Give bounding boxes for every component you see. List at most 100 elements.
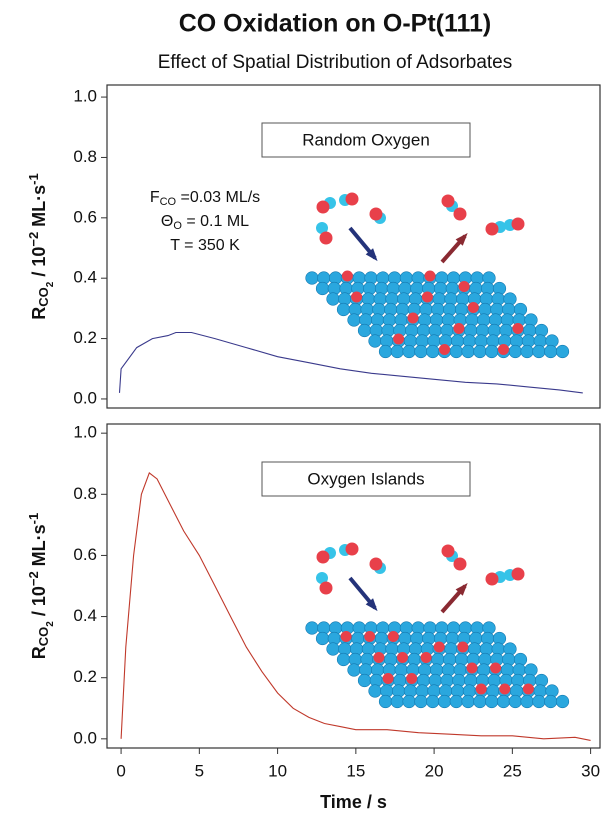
pt-atom [544, 344, 558, 359]
y-tick-label: 0.8 [73, 147, 97, 166]
pt-atom [461, 694, 475, 709]
arrow-head [455, 233, 468, 246]
chart-title: CO Oxidation on O-Pt(111) [179, 10, 492, 38]
o-atom [393, 333, 405, 345]
o-atom [407, 312, 419, 324]
pt-atom [414, 344, 428, 359]
condition-part: O [173, 220, 182, 232]
data-line [120, 472, 591, 741]
condition: FCO =0.03 ML/s [150, 189, 260, 208]
y-label-part: CO [36, 287, 51, 307]
arrow-head [455, 583, 468, 596]
y-label-part: R [29, 307, 49, 320]
o-atom [424, 270, 436, 282]
o-atom [364, 631, 376, 642]
o-atom [441, 544, 455, 558]
o-atom [441, 194, 455, 208]
arrow-head [365, 248, 378, 262]
y-label-part: −2 [26, 232, 41, 247]
pt-atom [336, 652, 351, 667]
condition-part: F [150, 189, 160, 206]
y-tick-label: 0.2 [73, 328, 97, 347]
o-atom [316, 550, 330, 564]
y-tick-label: 0.0 [73, 388, 97, 407]
pt-atom [520, 694, 534, 709]
y-tick-label: 0.4 [73, 606, 97, 625]
o-atom [458, 281, 470, 292]
o-atom [369, 207, 383, 221]
pt-atom [555, 344, 570, 359]
pt-atom [544, 694, 558, 709]
o-atom [319, 231, 333, 245]
x-tick-label: 10 [268, 761, 287, 780]
chart-subtitle: Effect of Spatial Distribution of Adsorb… [158, 52, 513, 73]
o-atom [490, 662, 502, 674]
pt-atom [485, 344, 499, 359]
x-tick-label: 5 [195, 761, 204, 780]
y-label-part: 2 [45, 281, 56, 287]
o-atom [453, 557, 467, 571]
y-tick-label: 0.6 [73, 207, 97, 226]
o-atom [466, 662, 478, 674]
pt-atom [305, 271, 319, 285]
pt-atom [390, 344, 404, 359]
pt-atom [426, 694, 440, 709]
y-label-part: / 10 [29, 247, 49, 282]
o-atom [511, 567, 525, 581]
y-tick-label: 1.0 [73, 423, 97, 442]
label-box [261, 122, 471, 158]
illustration [305, 192, 570, 359]
pt-atom [461, 344, 475, 359]
pt-atom [473, 344, 487, 359]
pt-atom [347, 313, 361, 327]
pt-atom [402, 694, 416, 709]
y-tick-label: 0.8 [73, 484, 97, 503]
x-tick-label: 25 [503, 761, 522, 780]
pt-atom [508, 694, 522, 709]
y-label-part: R [29, 646, 49, 659]
pt-atom [532, 694, 546, 709]
o-atom [485, 222, 499, 236]
y-tick-label: 1.0 [73, 87, 97, 106]
o-atom [369, 557, 383, 571]
y-label-part: -1 [26, 513, 41, 525]
o-atom [453, 207, 467, 221]
o-atom [341, 270, 353, 282]
o-atom [316, 200, 330, 214]
pt-atom [326, 642, 340, 656]
y-axis-label: RCO2 / 10−2 ML·s-1 [26, 173, 55, 319]
o-atom [421, 291, 433, 303]
o-atom [439, 344, 450, 355]
x-tick-label: 0 [116, 761, 125, 780]
condition-part: CO [160, 196, 177, 208]
pt-atom [305, 621, 319, 635]
o-atom [499, 683, 511, 695]
pt-atom [520, 344, 534, 359]
illustration [305, 542, 570, 709]
o-atom [345, 542, 359, 556]
pt-atom [402, 344, 416, 359]
pt-atom [485, 694, 499, 709]
o-atom [406, 673, 418, 684]
o-atom [511, 217, 525, 231]
pt-atom [496, 694, 511, 709]
x-tick-label: 15 [346, 761, 365, 780]
pt-atom [315, 281, 330, 296]
y-label-part: 2 [45, 621, 56, 627]
pt-atom [378, 344, 393, 359]
condition: T = 350 K [170, 237, 240, 254]
pt-atom [368, 684, 382, 698]
condition-part: = 0.1 ML [182, 213, 249, 230]
data-line [118, 331, 583, 394]
o-atom [457, 641, 469, 653]
y-label-part: ML·s [29, 524, 49, 571]
condition-part: =0.03 ML/s [176, 189, 260, 206]
o-atom [373, 652, 385, 663]
o-atom [498, 344, 509, 355]
plot-frame [106, 84, 601, 409]
pt-atom [357, 323, 372, 338]
o-atom [512, 323, 524, 334]
o-atom [467, 302, 479, 313]
pt-atom [315, 631, 330, 646]
